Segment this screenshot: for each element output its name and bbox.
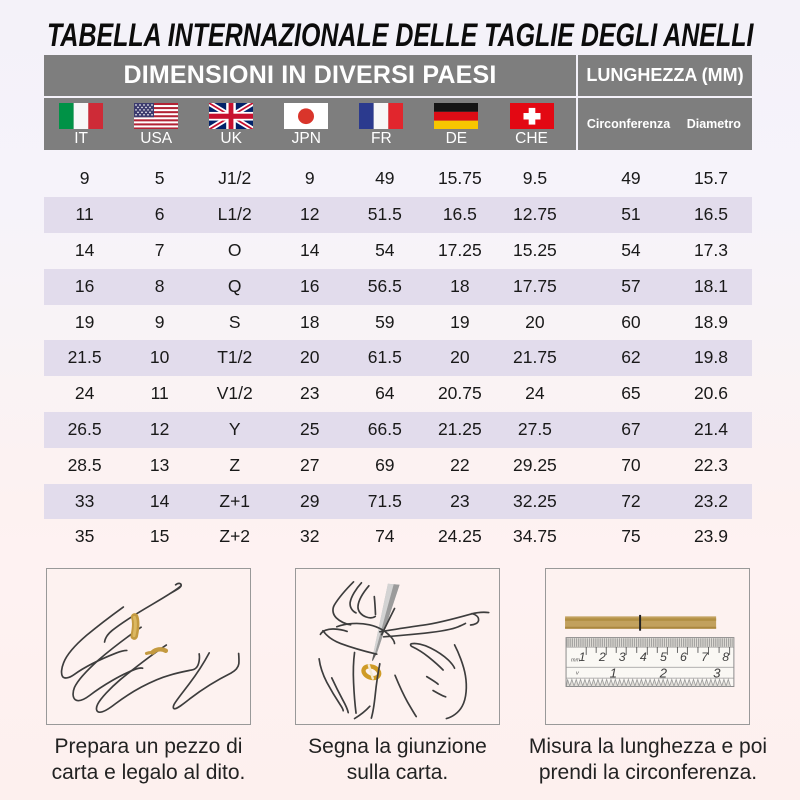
svg-text:6: 6 xyxy=(680,650,687,664)
svg-text:8: 8 xyxy=(722,650,729,664)
svg-text:5: 5 xyxy=(660,650,667,664)
svg-text:3: 3 xyxy=(713,666,721,681)
svg-text:1: 1 xyxy=(610,666,617,681)
svg-text:4: 4 xyxy=(640,650,647,664)
svg-text:v: v xyxy=(576,671,580,677)
svg-text:1: 1 xyxy=(579,650,586,664)
svg-text:2: 2 xyxy=(659,666,668,681)
svg-text:3: 3 xyxy=(619,650,626,664)
svg-text:mm: mm xyxy=(571,657,581,663)
svg-text:2: 2 xyxy=(598,650,606,664)
svg-text:7: 7 xyxy=(701,650,709,664)
